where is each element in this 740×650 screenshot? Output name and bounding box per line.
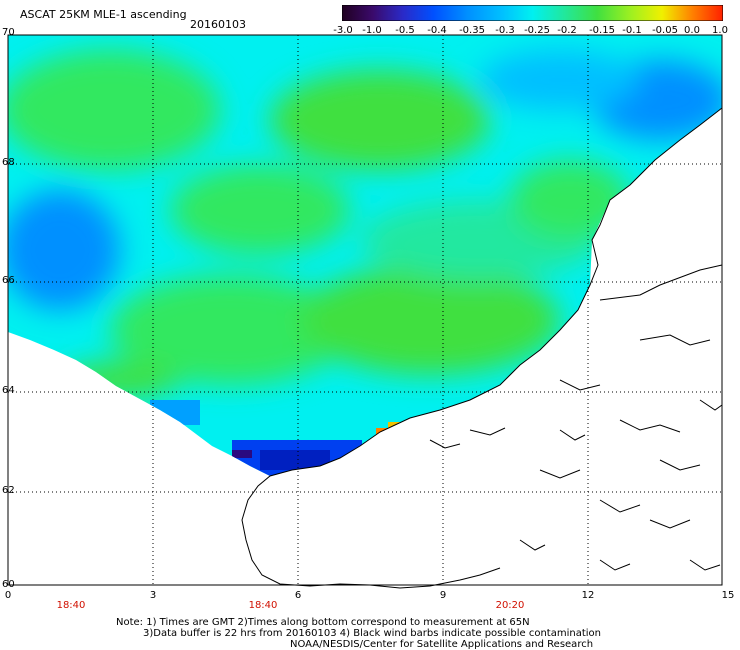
note-line-2: 3)Data buffer is 22 hrs from 20160103 4)… — [143, 628, 601, 639]
colorbar-label: 1.0 — [712, 25, 728, 36]
colorbar-label: -0.25 — [524, 25, 550, 36]
lat-label: 70 — [2, 27, 15, 38]
colorbar-label: -0.2 — [557, 25, 577, 36]
lon-label: 9 — [439, 590, 447, 601]
note-line-3: NOAA/NESDIS/Center for Satellite Applica… — [290, 639, 594, 650]
lat-label: 66 — [2, 275, 15, 286]
colorbar-label: -3.0 — [333, 25, 353, 36]
lon-label: 15 — [721, 590, 735, 601]
lat-label: 62 — [2, 485, 15, 496]
colorbar-label: -0.1 — [622, 25, 642, 36]
lon-label: 3 — [149, 590, 157, 601]
lat-label: 68 — [2, 157, 15, 168]
lon-label: 6 — [294, 590, 302, 601]
colorbar — [342, 5, 723, 21]
colorbar-label: -0.35 — [459, 25, 485, 36]
colorbar-label: -0.5 — [395, 25, 415, 36]
sea-field — [8, 35, 722, 476]
map-frame — [7, 34, 723, 586]
lon-label: 0 — [4, 590, 12, 601]
time-label: 18:40 — [56, 600, 86, 611]
lat-label: 64 — [2, 385, 15, 396]
map-title: ASCAT 25KM MLE-1 ascending — [20, 8, 187, 21]
colorbar-label: 0.0 — [684, 25, 700, 36]
colorbar-label: -0.15 — [589, 25, 615, 36]
map-date: 20160103 — [190, 18, 246, 31]
time-label: 20:20 — [495, 600, 525, 611]
lat-label: 60 — [2, 579, 15, 590]
graticule — [8, 35, 722, 585]
colorbar-label: -0.05 — [652, 25, 678, 36]
note-line-1: Note: 1) Times are GMT 2)Times along bot… — [116, 617, 530, 628]
lon-label: 12 — [581, 590, 595, 601]
colorbar-label: -0.4 — [427, 25, 447, 36]
time-label: 18:40 — [248, 600, 278, 611]
colorbar-label: -0.3 — [495, 25, 515, 36]
colorbar-label: -1.0 — [362, 25, 382, 36]
